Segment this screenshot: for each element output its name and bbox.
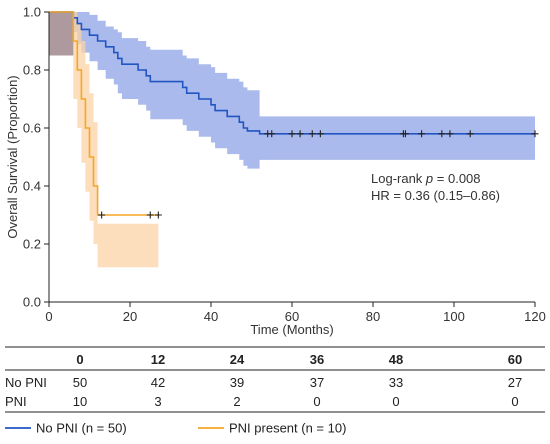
- x-tick-label: 20: [123, 309, 137, 324]
- censor-mark-series-0: [531, 130, 539, 138]
- y-tick-label: 0.8: [23, 63, 41, 78]
- risk-table-cell: 0: [313, 394, 320, 409]
- risk-table-time-header: 48: [389, 352, 403, 367]
- x-tick-label: 100: [443, 309, 465, 324]
- censor-marks: [98, 130, 539, 219]
- confidence-bands: [49, 12, 535, 268]
- y-axis-title: Overall Survival (Proportion): [5, 75, 20, 238]
- risk-table-cell: 27: [508, 375, 522, 390]
- risk-table-cell: 3: [154, 394, 161, 409]
- y-tick-label: 0.2: [23, 237, 41, 252]
- risk-table-cell: 39: [230, 375, 244, 390]
- x-tick-label: 60: [285, 309, 299, 324]
- logrank-annotation: Log-rank p = 0.008: [371, 171, 481, 186]
- risk-table-cell: 0: [392, 394, 399, 409]
- risk-table: 0 12 24 36 48 60 No PNI 50 42 39 37 33 27 PNI 10 3 2 0 0 0: [5, 346, 545, 413]
- y-tick-label: 0.0: [23, 295, 41, 310]
- censor-mark-series-0: [401, 130, 409, 138]
- risk-table-cell: 2: [233, 394, 240, 409]
- risk-table-cell: 42: [151, 375, 165, 390]
- risk-table-row-label: No PNI: [5, 375, 47, 390]
- ci-overlap-region: [49, 12, 74, 56]
- y-tick-label: 1.0: [23, 5, 41, 20]
- risk-table-time-header: 36: [310, 352, 324, 367]
- censor-mark-series-0: [268, 130, 276, 138]
- ci-band-series-0: [49, 12, 535, 169]
- axes: 0 20 40 60 80 100 120 0.0 0.2 0.4 0.6 0.8 1.0: [23, 5, 546, 325]
- risk-table-cell: 0: [511, 394, 518, 409]
- x-tick-label: 40: [204, 309, 218, 324]
- legend-label-series-0: No PNI (n = 50): [36, 421, 127, 436]
- risk-table-time-header: 24: [230, 352, 245, 367]
- censor-mark-series-1: [98, 211, 106, 219]
- censor-mark-series-0: [418, 130, 426, 138]
- risk-table-time-header: 12: [151, 352, 165, 367]
- risk-table-cell: 33: [389, 375, 403, 390]
- censor-mark-series-0: [296, 130, 304, 138]
- survival-line-series-0: [49, 11, 535, 135]
- risk-table-time-header: 0: [76, 352, 83, 367]
- risk-table-row-label: PNI: [5, 394, 27, 409]
- risk-table-time-header: 60: [508, 352, 522, 367]
- censor-mark-series-0: [288, 130, 296, 138]
- legend-label-series-1: PNI present (n = 10): [229, 421, 346, 436]
- censor-mark-series-1: [154, 211, 162, 219]
- x-axis-title: Time (Months): [250, 322, 333, 337]
- survival-curves: [49, 11, 535, 216]
- risk-table-cell: 37: [310, 375, 324, 390]
- censor-mark-series-0: [466, 130, 474, 138]
- y-tick-label: 0.6: [23, 121, 41, 136]
- x-tick-label: 80: [366, 309, 380, 324]
- censor-mark-series-1: [146, 211, 154, 219]
- legend: No PNI (n = 50) PNI present (n = 10): [5, 421, 346, 436]
- hr-annotation: HR = 0.36 (0.15–0.86): [371, 188, 500, 203]
- risk-table-cell: 50: [73, 375, 87, 390]
- y-tick-label: 0.4: [23, 179, 41, 194]
- x-tick-label: 0: [45, 309, 52, 324]
- censor-mark-series-0: [438, 130, 446, 138]
- survival-line-series-1: [49, 11, 159, 216]
- risk-table-cell: 10: [73, 394, 87, 409]
- censor-mark-series-0: [446, 130, 454, 138]
- x-tick-label: 120: [524, 309, 546, 324]
- censor-mark-series-0: [316, 130, 324, 138]
- logrank-p-symbol: p: [425, 171, 433, 186]
- ci-band-series-1: [49, 12, 159, 268]
- censor-mark-series-0: [308, 130, 316, 138]
- logrank-value: = 0.008: [433, 171, 480, 186]
- logrank-prefix: Log-rank: [371, 171, 426, 186]
